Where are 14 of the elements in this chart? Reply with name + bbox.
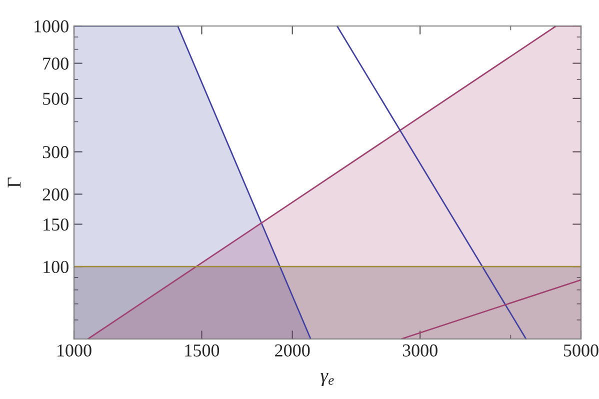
x-tick-label: 1000 [58, 344, 92, 357]
x-tick-label: 1500 [185, 344, 220, 357]
y-tick-label: 700 [43, 58, 68, 70]
x-tick-label: 2000 [275, 344, 310, 357]
y-tick-label: 150 [44, 218, 68, 231]
y-tick-label: 1000 [34, 20, 68, 32]
y-tick-label: 300 [42, 146, 68, 158]
y-tick-label: 500 [43, 92, 68, 105]
y-tick-label: 200 [42, 188, 68, 201]
y-axis-title: Γ [8, 178, 21, 188]
x-axis-title: γ$_{e}$ [320, 372, 334, 386]
x-tick-label: 5000 [564, 344, 598, 357]
x-tick-label: 3000 [402, 344, 438, 357]
y-tick-label: 100 [44, 260, 68, 274]
